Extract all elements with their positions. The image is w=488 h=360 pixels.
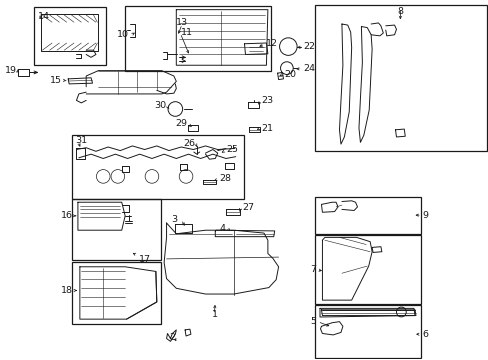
Bar — [314, 197, 420, 234]
Text: 18: 18 — [61, 286, 73, 295]
Bar — [314, 305, 420, 357]
Text: 31: 31 — [75, 136, 87, 145]
Bar — [71, 135, 243, 199]
Bar — [71, 199, 161, 260]
Text: 24: 24 — [303, 64, 314, 73]
Text: 5: 5 — [310, 317, 316, 326]
Text: 28: 28 — [219, 174, 231, 183]
Text: 22: 22 — [303, 42, 314, 51]
Text: 27: 27 — [242, 203, 254, 212]
Bar — [314, 5, 486, 150]
Text: 11: 11 — [181, 28, 193, 37]
Text: 25: 25 — [225, 145, 238, 154]
Text: 7: 7 — [310, 265, 316, 274]
Text: 21: 21 — [261, 123, 273, 132]
Text: 1: 1 — [212, 310, 218, 319]
Text: 15: 15 — [50, 76, 61, 85]
Text: 12: 12 — [266, 39, 278, 48]
Text: 19: 19 — [4, 66, 17, 75]
Text: 30: 30 — [154, 101, 166, 110]
Text: 2: 2 — [169, 333, 175, 342]
Text: 3: 3 — [171, 215, 177, 224]
Bar — [314, 234, 420, 304]
Text: 6: 6 — [422, 330, 428, 339]
Bar — [34, 7, 105, 64]
Text: 17: 17 — [139, 255, 150, 264]
Bar — [125, 6, 271, 71]
Text: 26: 26 — [183, 139, 194, 148]
Text: 10: 10 — [116, 30, 128, 39]
Text: 23: 23 — [261, 96, 273, 105]
Text: 8: 8 — [397, 7, 403, 16]
Bar — [71, 262, 161, 324]
Text: 13: 13 — [176, 18, 188, 27]
Text: 4: 4 — [220, 224, 225, 233]
Text: 9: 9 — [422, 211, 428, 220]
Text: 29: 29 — [175, 119, 186, 128]
Text: 14: 14 — [38, 12, 49, 21]
Text: 20: 20 — [284, 70, 296, 79]
Text: 16: 16 — [61, 211, 73, 220]
